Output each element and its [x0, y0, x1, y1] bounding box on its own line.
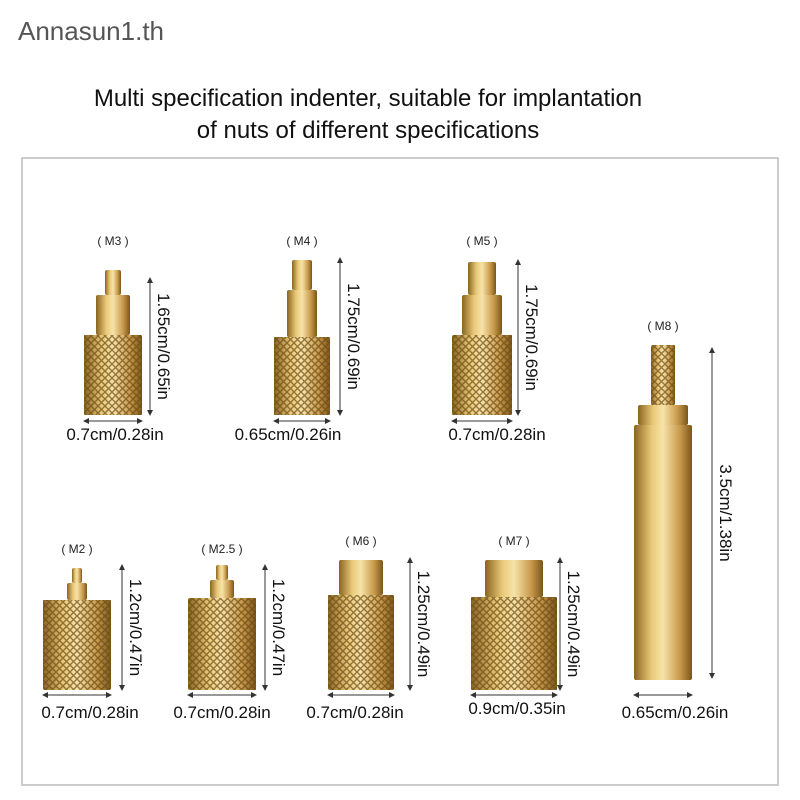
- knurl: [651, 345, 675, 405]
- knurl: [328, 595, 394, 690]
- knurl: [471, 597, 557, 690]
- width-label: 0.7cm/0.28in: [66, 425, 163, 444]
- brass-part: [468, 262, 496, 295]
- width-label: 0.7cm/0.28in: [448, 425, 545, 444]
- size-label: ( M4 ): [286, 234, 317, 248]
- width-label: 0.65cm/0.26in: [622, 703, 729, 722]
- brass-part: [634, 425, 692, 680]
- frame: [21, 157, 779, 786]
- width-label: 0.7cm/0.28in: [173, 703, 270, 722]
- heading-line: of nuts of different specifications: [197, 117, 539, 144]
- knurl: [274, 337, 330, 415]
- width-label: 0.65cm/0.26in: [235, 425, 342, 444]
- knurl: [188, 598, 256, 690]
- watermark: Annasun1.th: [18, 16, 164, 46]
- size-label: ( M7 ): [498, 534, 529, 548]
- height-label: 1.2cm/0.47in: [126, 579, 145, 676]
- size-label: ( M5 ): [466, 234, 497, 248]
- height-label: 1.25cm/0.49in: [564, 571, 583, 678]
- brass-part: [638, 405, 688, 425]
- height-label: 1.75cm/0.69in: [344, 283, 363, 390]
- size-label: ( M3 ): [97, 234, 128, 248]
- height-label: 3.5cm/1.38in: [716, 464, 735, 561]
- items: ( M3 ) 1.65cm/0.65in 0.7cm/0.28in ( M4 ) 1.7…: [41, 234, 735, 722]
- height-label: 1.2cm/0.47in: [269, 579, 288, 676]
- brass-part: [216, 565, 228, 580]
- size-label: ( M8 ): [647, 319, 678, 333]
- brass-part: [72, 568, 82, 583]
- brass-part: [105, 270, 121, 295]
- brass-part: [287, 290, 317, 337]
- height-label: 1.65cm/0.65in: [154, 293, 173, 400]
- size-label: ( M6 ): [345, 534, 376, 548]
- brass-part: [67, 583, 87, 600]
- height-label: 1.75cm/0.69in: [522, 284, 541, 391]
- height-label: 1.25cm/0.49in: [414, 571, 433, 678]
- brass-part: [96, 295, 130, 335]
- heading-line: Multi specification indenter, suitable f…: [94, 85, 642, 112]
- size-label: ( M2.5 ): [201, 542, 242, 556]
- brass-part: [485, 560, 543, 597]
- width-label: 0.9cm/0.35in: [468, 699, 565, 718]
- brass-part: [339, 560, 383, 595]
- width-label: 0.7cm/0.28in: [306, 703, 403, 722]
- brass-part: [292, 260, 312, 290]
- brass-part: [462, 295, 502, 335]
- knurl: [43, 600, 111, 690]
- size-label: ( M2 ): [61, 542, 92, 556]
- knurl: [452, 335, 512, 415]
- width-label: 0.7cm/0.28in: [41, 703, 138, 722]
- brass-part: [210, 580, 234, 598]
- knurl: [84, 335, 142, 415]
